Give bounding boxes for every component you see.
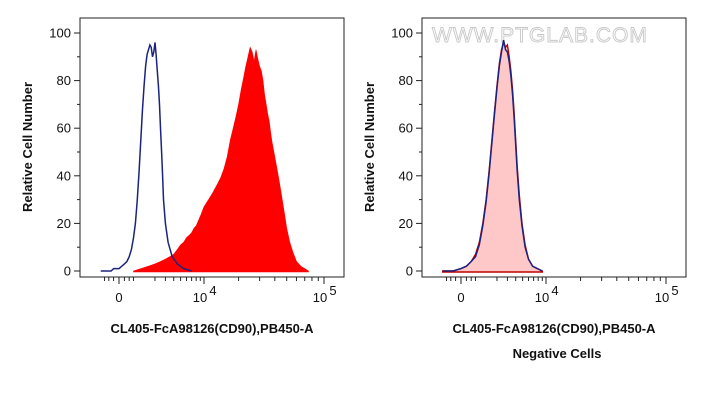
- y-tick-label: 60: [57, 121, 71, 136]
- x-tick-label: 0: [115, 290, 122, 305]
- x-tick-exponent: 4: [209, 283, 216, 298]
- y-tick-label: 60: [399, 121, 413, 136]
- series-layer: [442, 39, 543, 273]
- x-axis-ticks: 0 10 4 10 5: [104, 277, 337, 305]
- x-tick-label: 0: [457, 290, 464, 305]
- y-tick-label: 0: [406, 264, 413, 279]
- y-axis-title: Relative Cell Number: [20, 82, 35, 212]
- y-tick-label: 0: [64, 264, 71, 279]
- y-tick-label: 20: [57, 216, 71, 231]
- y-tick-label: 40: [57, 168, 71, 183]
- y-tick-label: 20: [399, 216, 413, 231]
- y-axis-title: Relative Cell Number: [362, 82, 377, 212]
- y-tick-label: 80: [57, 73, 71, 88]
- y-tick-label: 80: [399, 73, 413, 88]
- watermark: WWW.PTGLAB.COM: [432, 24, 648, 47]
- x-tick-exponent: 4: [551, 283, 558, 298]
- x-tick-label: 10: [655, 290, 669, 305]
- series-control-line: [100, 42, 192, 272]
- x-axis-title: CL405-FcA98126(CD90),PB450-A: [110, 321, 314, 336]
- y-axis-ticks: 0 20 40 60 80 100: [49, 26, 80, 279]
- x-tick-exponent: 5: [671, 283, 678, 298]
- x-tick-label: 10: [313, 290, 327, 305]
- x-tick-exponent: 5: [329, 283, 336, 298]
- plot-frame: [421, 17, 687, 278]
- x-tick-label: 10: [535, 290, 549, 305]
- y-tick-label: 100: [391, 26, 413, 41]
- series-layer: [100, 42, 309, 273]
- x-axis-ticks: 0 10 4 10 5: [446, 277, 679, 305]
- series-control-line: [442, 39, 543, 272]
- series-sample-area: [133, 46, 309, 273]
- chart-subtitle: Negative Cells: [513, 346, 602, 361]
- y-tick-label: 100: [49, 26, 71, 41]
- x-tick-label: 10: [193, 290, 207, 305]
- x-axis-title: CL405-FcA98126(CD90),PB450-A: [452, 321, 656, 336]
- y-axis-ticks: 0 20 40 60 80 100: [391, 26, 422, 279]
- y-tick-label: 40: [399, 168, 413, 183]
